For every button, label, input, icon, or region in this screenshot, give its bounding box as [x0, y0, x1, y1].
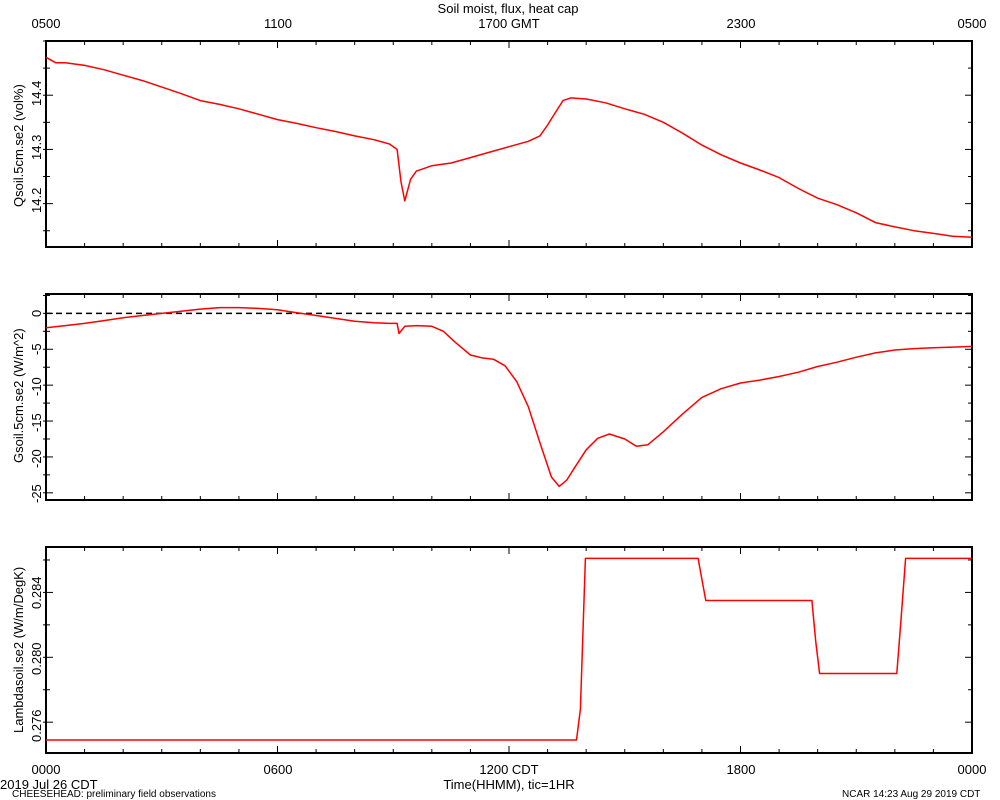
panel1-ylabel: Qsoil.5cm.se2 (vol%) — [11, 84, 26, 207]
top-tick-label: 0500 — [957, 16, 987, 31]
panel2-ytick: -25 — [29, 484, 44, 503]
panel2-ytick: -10 — [29, 377, 44, 396]
top-tick-label: 1700 GMT — [478, 16, 540, 31]
top-tick-label: 2300 — [726, 16, 756, 31]
panel-1-frame — [45, 40, 973, 248]
panel1-ytick: 14.3 — [29, 134, 44, 160]
top-tick-label: 0500 — [31, 16, 61, 31]
x-axis-label: Time(HHMM), tic=1HR — [443, 777, 575, 792]
date-label: 2019 Jul 26 CDT — [0, 777, 98, 792]
panel-2-series-line — [45, 306, 973, 488]
bottom-tick-label: 1800 — [726, 762, 756, 777]
panel3-ytick: 0.280 — [29, 642, 44, 675]
panel2-ytick: -20 — [29, 449, 44, 468]
panel3-ylabel: Lambdasoil.se2 (W/m/DegK) — [11, 566, 26, 733]
panel2-ytick: -15 — [29, 413, 44, 432]
panel2-ylabel: Gsoil.5cm.se2 (W/m^2) — [11, 328, 26, 463]
panel2-ytick: -5 — [29, 343, 44, 355]
bottom-tick-label: 0000 — [31, 762, 61, 777]
panel-2-frame — [45, 293, 973, 501]
panel1-ytick: 14.4 — [29, 80, 44, 106]
footer-left-note: CHEESEHEAD: preliminary field observatio… — [12, 789, 216, 800]
panel3-ytick: 0.276 — [29, 709, 44, 742]
chart-title: Soil moist, flux, heat cap — [437, 1, 579, 16]
panel3-ytick: 0.284 — [29, 576, 44, 609]
top-tick-label: 1100 — [264, 16, 292, 31]
bottom-tick-label: 0600 — [263, 762, 293, 777]
panel1-ytick: 14.2 — [29, 187, 44, 213]
panel2-ytick: 0 — [29, 309, 44, 317]
bottom-tick-label: 0000 — [957, 762, 987, 777]
panel-3-series-line — [46, 557, 972, 741]
panel-3-frame — [45, 546, 973, 754]
panel-1-series-line — [45, 56, 973, 238]
footer-right-note: NCAR 14:23 Aug 29 2019 CDT — [842, 789, 981, 800]
bottom-tick-label: 1200 CDT — [479, 762, 539, 777]
